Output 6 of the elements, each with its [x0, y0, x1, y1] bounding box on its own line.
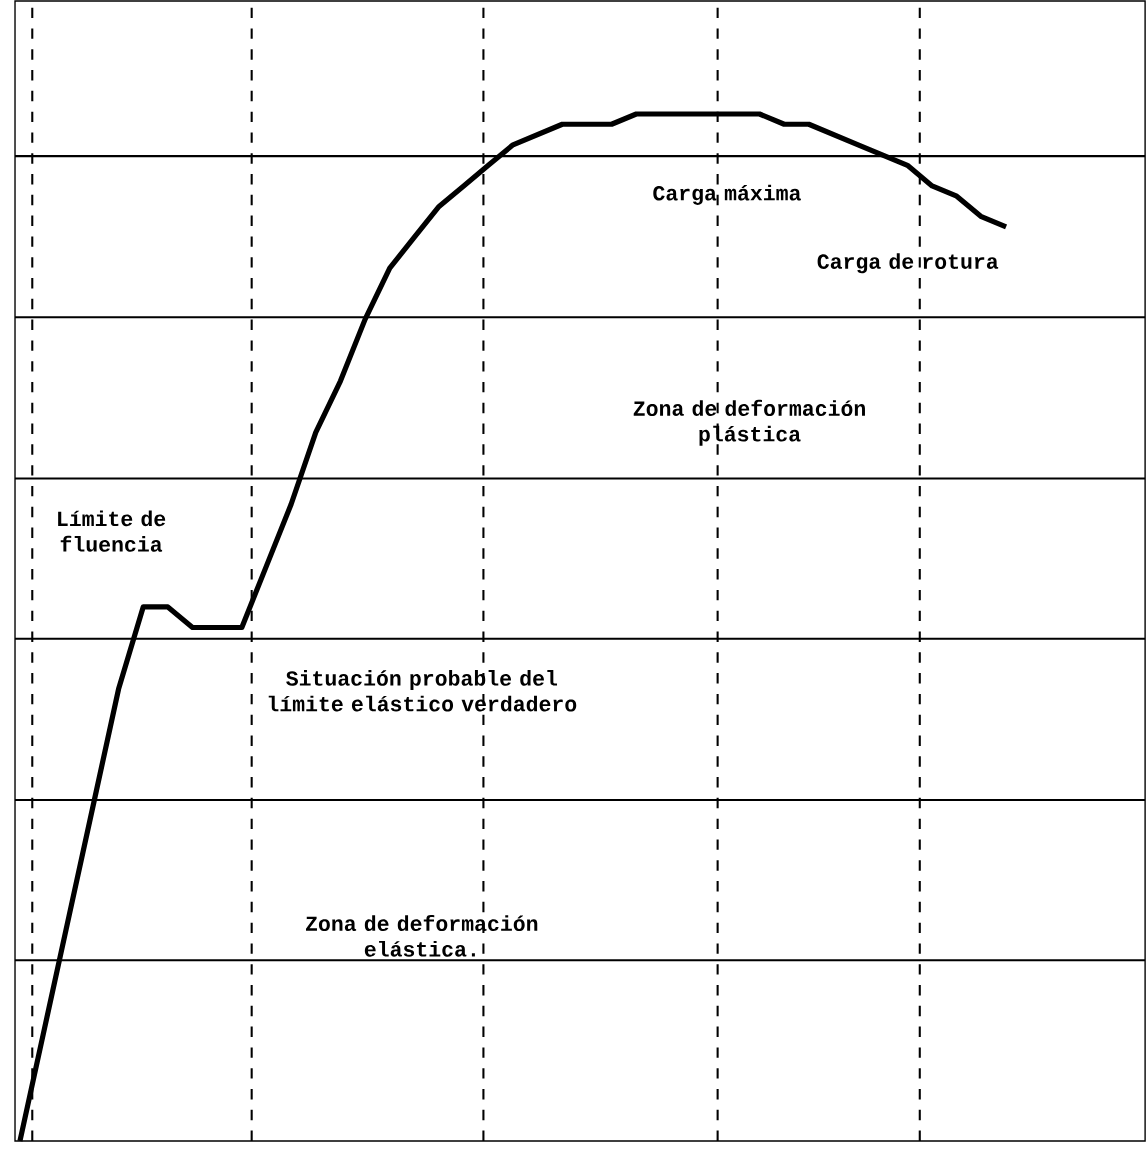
annotation: Zona de deformación plástica [633, 399, 865, 446]
annotation: Situación probable del límite elástico verdadero [268, 670, 577, 712]
annotation: Límite de fluencia [58, 510, 166, 552]
annotation: Zona de deformación elástica. [305, 914, 538, 957]
annotation: Carga de rotura [817, 253, 999, 274]
annotation: Carga máxima [653, 184, 801, 205]
